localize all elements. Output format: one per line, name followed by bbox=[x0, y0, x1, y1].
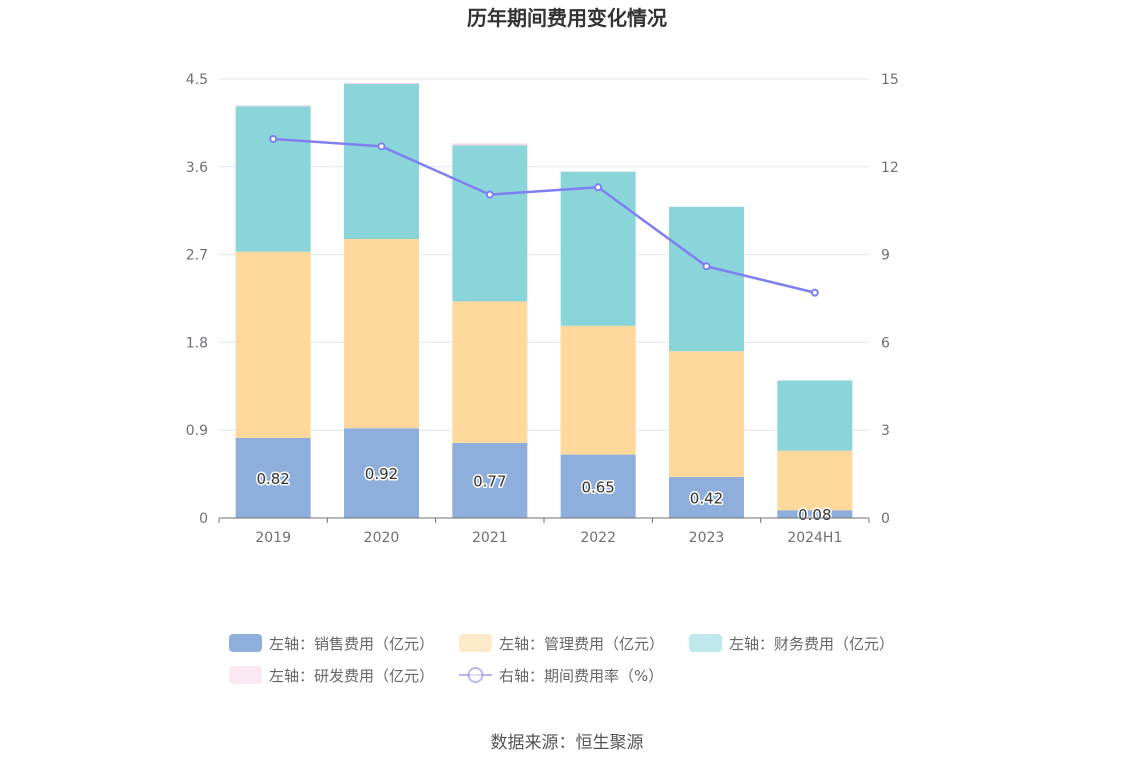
legend-label: 左轴：财务费用（亿元） bbox=[729, 635, 894, 653]
rate-point-2019[interactable] bbox=[269, 134, 278, 143]
legend-swatch bbox=[229, 666, 262, 684]
bar-segment-series-1-2020 bbox=[344, 238, 419, 429]
bar-segment-series-1-2023 bbox=[669, 351, 744, 478]
bar-series bbox=[235, 82, 853, 518]
bar-data-label: 0.65 bbox=[581, 478, 614, 496]
right-axis-tick-label: 3 bbox=[881, 423, 890, 439]
bar-segment-series-3-2021 bbox=[452, 143, 528, 146]
x-axis: 2019 2020 2021 2022 2023 2024H1 bbox=[218, 517, 870, 546]
bar-segment-series-3-2019 bbox=[235, 105, 311, 107]
bar-segment-series-0-2022 bbox=[560, 454, 636, 518]
right-axis-tick-label: 15 bbox=[881, 72, 899, 88]
left-axis-tick-label: 1.8 bbox=[186, 335, 208, 351]
legend-item-4[interactable]: 右轴：期间费用率（%） bbox=[459, 667, 663, 685]
legend-label: 右轴：期间费用率（%） bbox=[499, 667, 663, 685]
bar-segment-series-1-2024H1 bbox=[777, 450, 853, 511]
legend: 左轴：销售费用（亿元） 左轴：管理费用（亿元） 左轴：财务费用（亿元） 左轴：研发费用… bbox=[229, 634, 894, 685]
bar-segment-series-0-2019 bbox=[235, 438, 311, 518]
left-axis-tick-label: 3.6 bbox=[186, 160, 208, 176]
legend-item-3[interactable]: 左轴：研发费用（亿元） bbox=[229, 666, 434, 685]
bar-segment-series-0-2020 bbox=[344, 428, 419, 518]
legend-label: 左轴：研发费用（亿元） bbox=[269, 667, 434, 685]
legend-swatch bbox=[229, 634, 262, 652]
bar-data-labels: 0.82 0.92 0.77 0.65 0.42 0.08 bbox=[255, 464, 833, 526]
bar-data-label: 0.82 bbox=[256, 470, 289, 488]
rate-point-2020[interactable] bbox=[377, 142, 386, 151]
bar-data-label: 0.92 bbox=[365, 465, 398, 483]
bar-segment-series-1-2022 bbox=[560, 325, 636, 455]
right-axis-tick-label: 0 bbox=[881, 511, 890, 527]
right-axis-tick-label: 12 bbox=[881, 160, 899, 176]
x-axis-tick-label: 2019 bbox=[255, 530, 291, 546]
legend-item-0[interactable]: 左轴：销售费用（亿元） bbox=[229, 634, 434, 653]
legend-label: 左轴：销售费用（亿元） bbox=[269, 635, 434, 653]
bar-segment-series-2-2021 bbox=[452, 145, 528, 302]
bar-segment-series-2-2023 bbox=[669, 206, 744, 352]
rate-point-2024H1[interactable] bbox=[810, 288, 819, 297]
rate-point-2021[interactable] bbox=[485, 190, 494, 199]
left-axis-tick-label: 0.9 bbox=[186, 423, 208, 439]
x-axis-tick-label: 2024H1 bbox=[787, 530, 842, 546]
left-axis-tick-label: 4.5 bbox=[186, 72, 208, 88]
bar-segment-series-1-2019 bbox=[235, 251, 311, 439]
bar-segment-series-2-2019 bbox=[235, 106, 311, 252]
x-axis-tick-label: 2021 bbox=[472, 530, 508, 546]
bar-segment-series-2-2024H1 bbox=[777, 380, 853, 451]
source-note: 数据来源：恒生聚源 bbox=[491, 733, 644, 753]
legend-label: 左轴：管理费用（亿元） bbox=[499, 635, 664, 653]
right-axis: 0 3 6 9 12 15 bbox=[881, 72, 899, 527]
left-axis-tick-label: 2.7 bbox=[186, 248, 208, 264]
bar-data-label: 0.08 bbox=[798, 506, 831, 524]
bar-segment-series-0-2021 bbox=[452, 442, 528, 518]
rate-line-series bbox=[269, 134, 819, 297]
x-axis-tick-label: 2022 bbox=[580, 530, 616, 546]
bar-segment-series-1-2021 bbox=[452, 301, 528, 443]
bar-segment-series-0-2023 bbox=[669, 477, 744, 518]
legend-swatch bbox=[689, 634, 722, 652]
grid-lines bbox=[219, 78, 869, 431]
bar-data-label: 0.77 bbox=[473, 472, 506, 490]
left-axis: 0 0.9 1.8 2.7 3.6 4.5 bbox=[186, 72, 208, 527]
legend-item-2[interactable]: 左轴：财务费用（亿元） bbox=[689, 634, 894, 653]
rate-point-2023[interactable] bbox=[702, 262, 711, 271]
legend-item-1[interactable]: 左轴：管理费用（亿元） bbox=[459, 634, 664, 653]
x-axis-tick-label: 2023 bbox=[689, 530, 725, 546]
left-axis-tick-label: 0 bbox=[199, 511, 208, 527]
right-axis-tick-label: 9 bbox=[881, 248, 890, 264]
bar-segment-series-3-2020 bbox=[344, 82, 419, 84]
x-axis-tick-label: 2020 bbox=[364, 530, 400, 546]
right-axis-tick-label: 6 bbox=[881, 335, 890, 351]
chart-title: 历年期间费用变化情况 bbox=[467, 6, 667, 30]
rate-point-2022[interactable] bbox=[594, 183, 603, 192]
legend-marker bbox=[467, 667, 484, 683]
bar-segment-series-0-2024H1 bbox=[777, 510, 853, 518]
bar-segment-series-2-2022 bbox=[560, 171, 636, 326]
bar-segment-series-2-2020 bbox=[344, 83, 419, 239]
rate-line bbox=[273, 137, 816, 294]
bar-data-label: 0.42 bbox=[690, 490, 723, 508]
legend-swatch bbox=[459, 634, 492, 652]
